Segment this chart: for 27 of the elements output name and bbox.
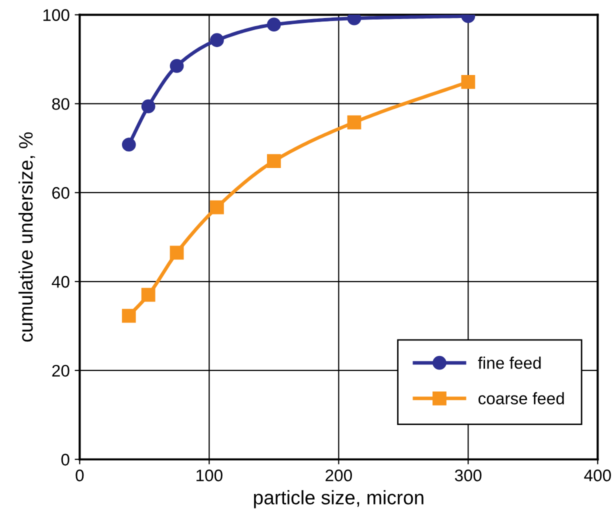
point: [122, 308, 136, 323]
x-tick-label: 200: [326, 470, 352, 482]
x-axis-title: particle size, micron: [254, 490, 424, 508]
point: [461, 74, 476, 89]
legend-label: coarse feed: [478, 392, 564, 404]
point: [210, 200, 224, 214]
x-tick-label: 400: [584, 470, 611, 482]
y-tick-label: 100: [43, 9, 70, 21]
x-tick-label: 100: [196, 470, 222, 482]
y-tick-label: 80: [52, 98, 70, 110]
y-tick-label: 0: [61, 454, 70, 466]
point: [170, 246, 184, 260]
y-tick-label: 40: [52, 276, 70, 288]
x-tick-label: 300: [454, 470, 482, 482]
y-tick-label: 60: [52, 187, 70, 199]
point: [347, 115, 362, 130]
point: [170, 58, 184, 73]
point: [266, 18, 281, 32]
point: [141, 99, 156, 114]
legend-label: fine feed: [478, 356, 541, 369]
point: [141, 288, 156, 302]
x-tick-label: 0: [76, 470, 84, 482]
point: [266, 154, 281, 168]
y-tick-label: 20: [52, 364, 70, 377]
point: [122, 138, 136, 152]
point: [210, 33, 224, 48]
y-axis-title: cumulative undersize, %: [18, 132, 36, 342]
